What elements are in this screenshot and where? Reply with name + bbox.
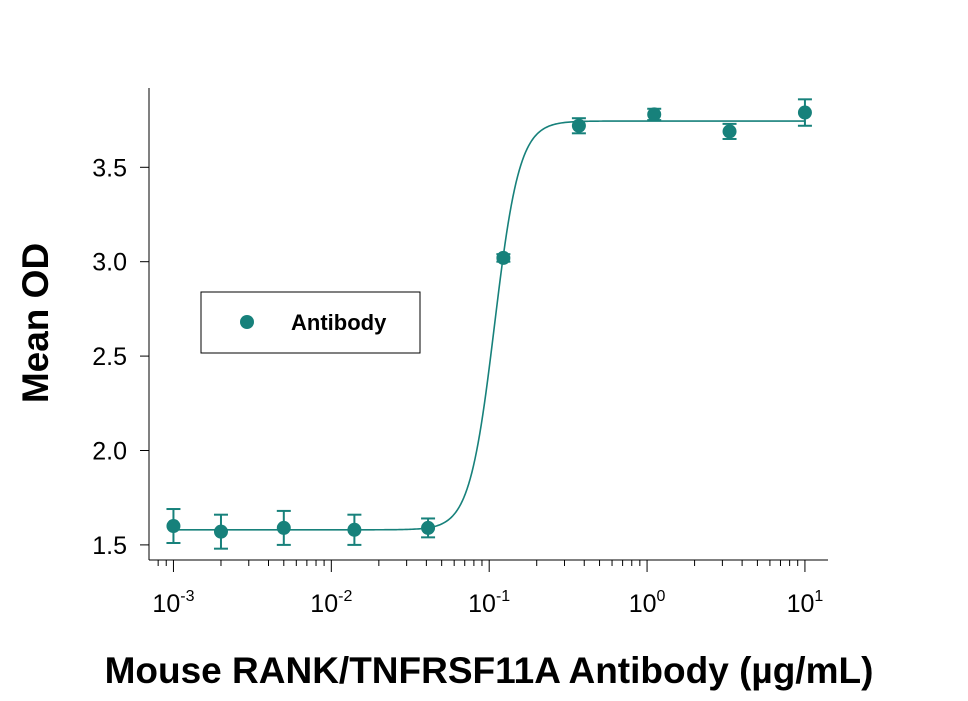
data-point: [347, 513, 362, 546]
data-marker: [647, 107, 662, 122]
x-tick-label: 10-3: [152, 588, 194, 618]
data-marker: [276, 520, 291, 535]
data-point: [647, 107, 662, 122]
data-marker: [213, 524, 228, 539]
legend-marker: [240, 315, 254, 329]
y-tick-label: 1.5: [92, 532, 127, 560]
data-point: [722, 122, 737, 140]
axes: [148, 88, 828, 561]
y-tick-label: 3.5: [92, 154, 127, 182]
data-marker: [571, 118, 586, 133]
data-marker: [797, 105, 812, 120]
data-point-group: [166, 98, 812, 550]
data-point: [276, 509, 291, 546]
y-axis-title: Mean OD: [15, 243, 56, 403]
data-marker: [722, 124, 737, 139]
data-marker: [347, 522, 362, 537]
x-tick-label: 100: [629, 588, 666, 618]
legend: Antibody: [200, 291, 421, 354]
tick-group: 1.5 2.0 2.5 3.0 3.5 10-3 10-2 10-1 100 101: [92, 154, 823, 618]
x-axis-title: Mouse RANK/TNFRSF11A Antibody (µg/mL): [105, 650, 874, 691]
data-marker: [496, 250, 511, 265]
data-point: [166, 508, 181, 545]
x-tick-label: 10-2: [310, 588, 352, 618]
data-point: [421, 517, 436, 539]
data-marker: [166, 519, 181, 534]
legend-box: [200, 291, 421, 354]
x-tick-label: 101: [787, 588, 824, 618]
legend-label: Antibody: [291, 310, 387, 335]
data-point: [797, 98, 812, 127]
data-point: [213, 513, 228, 550]
y-tick-label: 2.0: [92, 437, 127, 465]
data-marker: [421, 520, 436, 535]
x-tick-label: 10-1: [468, 588, 510, 618]
data-point: [496, 250, 511, 265]
y-tick-label: 3.0: [92, 249, 127, 277]
y-tick-label: 2.5: [92, 343, 127, 371]
data-point: [571, 117, 586, 135]
